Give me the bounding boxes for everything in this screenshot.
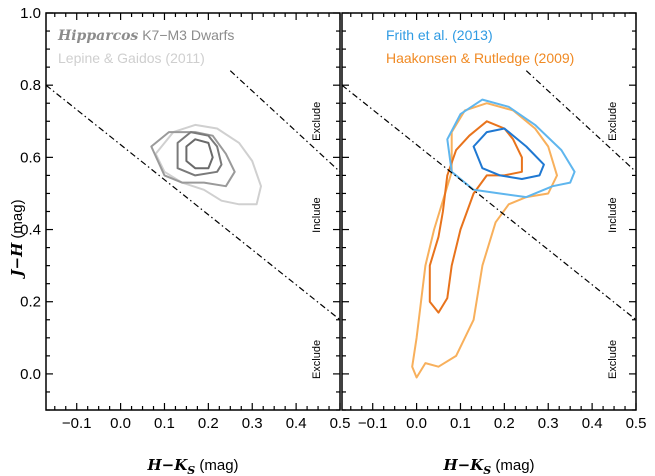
left-legend-entry-0: Hipparcos K7−M3 Dwarfs — [57, 27, 234, 44]
right-contour-2 — [446, 98, 576, 199]
right-x-tick-label: −0.1 — [358, 415, 388, 432]
left-contour-2 — [176, 131, 223, 177]
left-x-tick-label: 0.4 — [286, 415, 307, 432]
left-boundary-line-0 — [46, 84, 340, 321]
left-legend-entry-0-text: K7−M3 Dwarfs — [138, 27, 234, 43]
left-x-axis-label-main: H−K — [146, 456, 188, 474]
right-boundary-line-0 — [342, 84, 636, 321]
right-x-axis-label-sub: S — [483, 464, 491, 476]
left-boundary-lines — [46, 70, 340, 321]
left-contour-0 — [154, 123, 262, 206]
right-x-tick-label: 0.2 — [494, 415, 515, 432]
right-boundary-line-1 — [525, 70, 636, 173]
left-contour-3 — [185, 138, 214, 170]
right-zone-label-2: Exclude — [607, 340, 619, 379]
left-legend-entry-1: Lepine & Gaidos (2011) — [58, 50, 205, 66]
left-contours — [150, 123, 262, 206]
y-axis-label: J−H (mag) — [8, 199, 26, 279]
left-zone-label-2: Exclude — [311, 340, 323, 379]
right-zone-label-0: Exclude — [607, 102, 619, 141]
right-x-tick-label: 0.0 — [406, 415, 427, 432]
right-x-tick-label: 0.4 — [582, 415, 603, 432]
left-plot-frame — [45, 12, 341, 411]
right-contours — [411, 98, 576, 379]
y-axis-label-main: J−H — [8, 242, 26, 280]
y-axis-label-unit: (mag) — [9, 199, 26, 242]
left-y-tick-label: 0.8 — [20, 77, 41, 94]
right-axis-ticks: −0.1 0.0 0.1 0.2 0.3 0.4 0.5 — [342, 12, 647, 432]
left-x-tick-label: 0.5 — [330, 415, 351, 432]
right-x-tick-label: 0.3 — [538, 415, 559, 432]
right-x-axis-label: H−KS (mag) — [442, 456, 534, 476]
right-x-tick-label: 0.1 — [450, 415, 471, 432]
left-legend-entry-0-italic: Hipparcos — [57, 28, 138, 44]
left-y-tick-label: 0.6 — [20, 149, 41, 166]
left-x-axis-label-sub: S — [187, 464, 195, 476]
right-contour-0 — [411, 102, 558, 379]
left-zone-label-0: Exclude — [311, 102, 323, 141]
left-legend: Hipparcos K7−M3 Dwarfs Lepine & Gaidos (… — [57, 27, 234, 66]
right-legend-entry-1: Haakonsen & Rutledge (2009) — [386, 50, 574, 66]
left-zone-labels: Exclude Include Exclude — [311, 102, 323, 379]
left-y-tick-label: 1.0 — [20, 5, 41, 22]
right-x-tick-label: 0.5 — [626, 415, 647, 432]
right-plot-frame — [341, 12, 637, 411]
left-panel: Exclude Include Exclude −0.1 0.0 0.1 0.2 0.3 0.… — [20, 5, 350, 476]
left-zone-label-1: Include — [311, 197, 323, 232]
left-x-tick-label: 0.0 — [110, 415, 131, 432]
left-axis-ticks: −0.1 0.0 0.1 0.2 0.3 0.4 0.5 0.0 0.2 0.4 0.6 0.8 1.0 — [20, 5, 350, 432]
right-boundary-lines — [342, 70, 636, 321]
left-x-tick-label: 0.2 — [198, 415, 219, 432]
left-y-tick-label: 0.2 — [20, 294, 41, 311]
left-x-axis-label: H−KS (mag) — [146, 456, 238, 476]
right-legend: Frith et al. (2013) Haakonsen & Rutledge… — [386, 27, 574, 66]
left-y-tick-label: 0.0 — [20, 366, 41, 383]
right-contour-3 — [472, 127, 545, 180]
left-x-axis-label-unit: (mag) — [195, 457, 238, 474]
right-legend-entry-0: Frith et al. (2013) — [386, 27, 493, 43]
right-x-axis-label-unit: (mag) — [491, 457, 534, 474]
left-boundary-line-1 — [229, 70, 340, 173]
left-y-tick-label: 0.4 — [20, 222, 41, 239]
right-panel: Exclude Include Exclude −0.1 0.0 0.1 0.2 0.3 0.… — [341, 12, 647, 476]
left-x-tick-label: −0.1 — [62, 415, 92, 432]
left-x-tick-label: 0.3 — [242, 415, 263, 432]
left-x-tick-label: 0.1 — [154, 415, 175, 432]
left-contour-1 — [150, 131, 236, 188]
right-x-axis-label-main: H−K — [442, 456, 484, 474]
right-zone-label-1: Include — [607, 197, 619, 232]
right-zone-labels: Exclude Include Exclude — [607, 102, 619, 379]
